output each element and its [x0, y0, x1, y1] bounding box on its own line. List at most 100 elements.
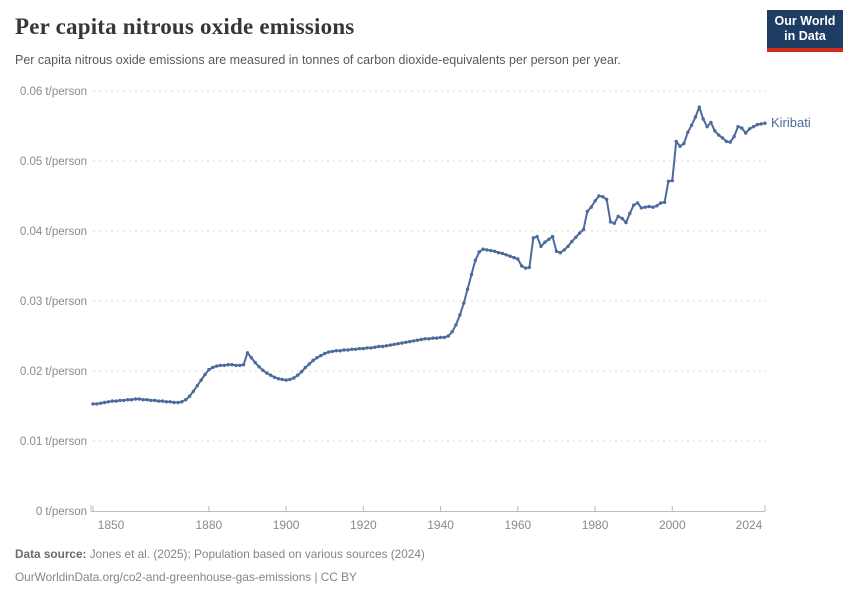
data-point-marker[interactable]: [253, 360, 257, 365]
data-point-marker[interactable]: [303, 365, 308, 370]
data-point-marker[interactable]: [102, 400, 107, 405]
data-point-marker[interactable]: [647, 204, 651, 209]
data-point-marker[interactable]: [678, 144, 682, 148]
data-point-marker[interactable]: [697, 105, 701, 109]
data-point-marker[interactable]: [292, 376, 296, 380]
data-point-marker[interactable]: [400, 341, 404, 345]
data-point-marker[interactable]: [469, 272, 474, 277]
data-point-marker[interactable]: [415, 338, 420, 342]
data-point-marker[interactable]: [655, 204, 659, 208]
data-point-marker[interactable]: [662, 200, 667, 204]
data-point-marker[interactable]: [261, 368, 265, 372]
data-point-marker[interactable]: [342, 348, 346, 352]
data-point-marker[interactable]: [338, 349, 342, 353]
data-point-marker[interactable]: [323, 351, 327, 356]
data-point-marker[interactable]: [408, 339, 412, 344]
data-point-marker[interactable]: [558, 251, 562, 255]
data-point-marker[interactable]: [628, 211, 632, 216]
data-point-marker[interactable]: [740, 126, 744, 130]
data-point-marker[interactable]: [145, 398, 149, 402]
data-point-marker[interactable]: [110, 399, 115, 403]
data-point-marker[interactable]: [682, 141, 686, 146]
data-point-marker[interactable]: [284, 378, 288, 382]
data-point-marker[interactable]: [755, 122, 759, 127]
data-point-marker[interactable]: [489, 248, 493, 253]
data-point-marker[interactable]: [431, 336, 435, 340]
data-point-marker[interactable]: [99, 401, 103, 405]
data-point-marker[interactable]: [713, 129, 717, 133]
data-point-marker[interactable]: [465, 287, 470, 291]
data-point-marker[interactable]: [234, 363, 238, 368]
data-point-marker[interactable]: [520, 264, 524, 268]
data-point-marker[interactable]: [620, 216, 624, 221]
data-point-marker[interactable]: [574, 235, 578, 239]
data-point-marker[interactable]: [527, 265, 532, 270]
data-point-marker[interactable]: [674, 139, 678, 144]
data-point-marker[interactable]: [377, 344, 381, 349]
data-point-marker[interactable]: [180, 400, 184, 404]
data-point-marker[interactable]: [554, 249, 559, 253]
data-point-marker[interactable]: [269, 373, 273, 377]
data-point-marker[interactable]: [550, 234, 555, 239]
data-point-marker[interactable]: [496, 251, 501, 255]
data-point-marker[interactable]: [500, 251, 505, 256]
data-point-marker[interactable]: [203, 372, 207, 377]
data-point-marker[interactable]: [736, 125, 740, 129]
data-point-marker[interactable]: [218, 363, 223, 368]
data-point-marker[interactable]: [566, 244, 570, 249]
data-point-marker[interactable]: [720, 136, 725, 140]
license-line[interactable]: OurWorldinData.org/co2-and-greenhouse-ga…: [15, 570, 357, 584]
data-point-marker[interactable]: [689, 123, 694, 128]
data-point-marker[interactable]: [635, 201, 640, 205]
data-point-marker[interactable]: [608, 220, 613, 224]
data-point-marker[interactable]: [350, 347, 354, 351]
data-point-marker[interactable]: [477, 250, 481, 254]
data-point-marker[interactable]: [523, 266, 528, 270]
data-point-marker[interactable]: [639, 206, 644, 210]
data-point-marker[interactable]: [214, 364, 219, 368]
data-point-marker[interactable]: [211, 365, 215, 370]
data-point-marker[interactable]: [539, 244, 543, 249]
data-point-marker[interactable]: [176, 400, 180, 405]
data-point-marker[interactable]: [249, 356, 253, 360]
data-point-marker[interactable]: [481, 247, 485, 251]
data-point-marker[interactable]: [384, 344, 389, 348]
data-point-marker[interactable]: [686, 130, 690, 134]
data-point-marker[interactable]: [763, 121, 767, 125]
data-point-marker[interactable]: [330, 349, 335, 354]
data-point-marker[interactable]: [423, 337, 427, 341]
data-point-marker[interactable]: [709, 120, 713, 125]
data-point-marker[interactable]: [160, 399, 165, 403]
data-point-marker[interactable]: [535, 234, 539, 239]
data-point-marker[interactable]: [276, 377, 281, 381]
data-point-marker[interactable]: [245, 351, 250, 355]
data-point-marker[interactable]: [118, 398, 122, 403]
data-point-marker[interactable]: [141, 398, 145, 402]
data-point-marker[interactable]: [346, 348, 350, 352]
data-point-marker[interactable]: [187, 394, 192, 398]
data-point-marker[interactable]: [531, 236, 535, 240]
data-point-marker[interactable]: [238, 363, 242, 368]
data-point-marker[interactable]: [705, 125, 709, 129]
data-point-marker[interactable]: [601, 195, 605, 199]
data-point-marker[interactable]: [543, 240, 547, 244]
data-point-marker[interactable]: [512, 255, 516, 260]
data-point-marker[interactable]: [222, 363, 226, 368]
data-point-marker[interactable]: [280, 377, 284, 382]
data-point-marker[interactable]: [114, 399, 118, 403]
data-point-marker[interactable]: [516, 257, 520, 261]
data-point-marker[interactable]: [605, 197, 609, 202]
data-point-marker[interactable]: [597, 194, 601, 198]
data-point-marker[interactable]: [373, 345, 377, 349]
data-point-marker[interactable]: [612, 221, 617, 225]
data-point-marker[interactable]: [157, 399, 161, 403]
data-point-marker[interactable]: [670, 178, 674, 183]
data-point-marker[interactable]: [751, 125, 756, 129]
data-point-marker[interactable]: [593, 199, 597, 203]
data-point-marker[interactable]: [365, 346, 369, 350]
data-point-marker[interactable]: [624, 220, 628, 225]
data-point-marker[interactable]: [717, 133, 721, 137]
data-point-marker[interactable]: [589, 205, 593, 209]
data-point-marker[interactable]: [299, 370, 304, 374]
